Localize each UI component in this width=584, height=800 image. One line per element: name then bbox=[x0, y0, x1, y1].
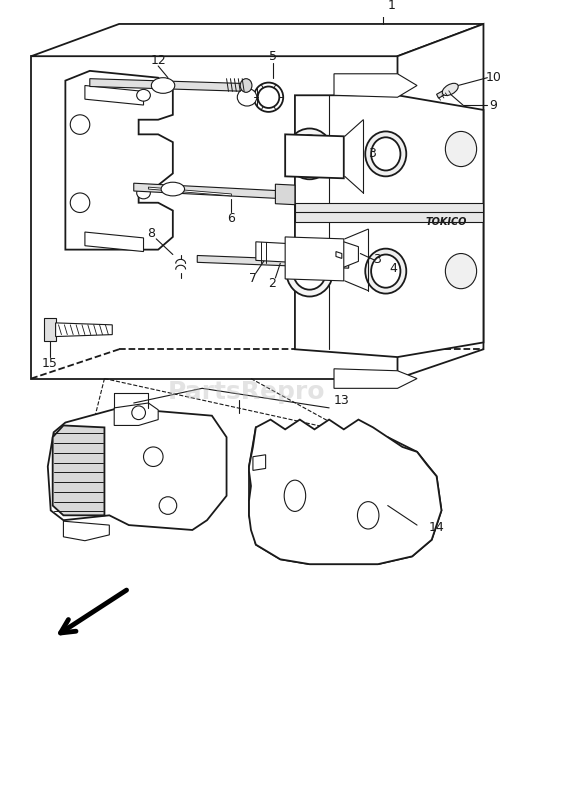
Polygon shape bbox=[85, 232, 144, 251]
Text: 1: 1 bbox=[388, 0, 395, 12]
Circle shape bbox=[70, 115, 90, 134]
Polygon shape bbox=[249, 419, 442, 564]
Polygon shape bbox=[336, 251, 342, 258]
Polygon shape bbox=[53, 426, 105, 515]
Polygon shape bbox=[256, 242, 310, 263]
Text: 13: 13 bbox=[334, 394, 350, 406]
Text: 4: 4 bbox=[390, 262, 398, 274]
Polygon shape bbox=[65, 71, 173, 250]
Polygon shape bbox=[398, 24, 484, 378]
Ellipse shape bbox=[254, 82, 283, 112]
Circle shape bbox=[70, 193, 90, 213]
Ellipse shape bbox=[137, 187, 150, 199]
Text: 8: 8 bbox=[147, 226, 155, 239]
Polygon shape bbox=[295, 202, 484, 222]
Polygon shape bbox=[249, 427, 442, 564]
Ellipse shape bbox=[371, 138, 401, 170]
Text: 14: 14 bbox=[429, 521, 444, 534]
Text: 3: 3 bbox=[368, 147, 376, 160]
Polygon shape bbox=[48, 408, 227, 530]
Ellipse shape bbox=[161, 182, 185, 196]
Polygon shape bbox=[90, 78, 246, 91]
Text: 12: 12 bbox=[150, 54, 166, 66]
Ellipse shape bbox=[442, 83, 458, 95]
Polygon shape bbox=[334, 369, 417, 388]
Circle shape bbox=[159, 497, 177, 514]
Polygon shape bbox=[31, 56, 398, 378]
Ellipse shape bbox=[137, 90, 150, 101]
Ellipse shape bbox=[286, 246, 333, 297]
Ellipse shape bbox=[293, 253, 326, 290]
Polygon shape bbox=[334, 74, 417, 98]
Text: 10: 10 bbox=[485, 71, 501, 84]
Polygon shape bbox=[85, 86, 144, 105]
Polygon shape bbox=[197, 255, 349, 268]
Text: 3: 3 bbox=[373, 253, 381, 266]
Polygon shape bbox=[285, 134, 344, 178]
Polygon shape bbox=[148, 187, 231, 196]
Ellipse shape bbox=[357, 502, 379, 529]
Text: TOKICO: TOKICO bbox=[426, 218, 467, 227]
Polygon shape bbox=[64, 521, 109, 541]
Text: 15: 15 bbox=[42, 358, 58, 370]
Polygon shape bbox=[55, 323, 112, 337]
Polygon shape bbox=[295, 95, 484, 357]
Ellipse shape bbox=[365, 249, 406, 294]
Ellipse shape bbox=[284, 480, 305, 511]
Polygon shape bbox=[134, 183, 285, 199]
Polygon shape bbox=[31, 24, 484, 56]
Polygon shape bbox=[334, 242, 359, 267]
Circle shape bbox=[132, 406, 145, 419]
Ellipse shape bbox=[240, 78, 252, 92]
Polygon shape bbox=[253, 454, 266, 470]
Text: 2: 2 bbox=[269, 278, 276, 290]
Ellipse shape bbox=[371, 254, 401, 288]
Ellipse shape bbox=[446, 254, 477, 289]
Text: 9: 9 bbox=[489, 98, 497, 111]
Ellipse shape bbox=[237, 89, 257, 106]
Circle shape bbox=[144, 447, 163, 466]
Polygon shape bbox=[44, 318, 55, 342]
Ellipse shape bbox=[365, 131, 406, 176]
Polygon shape bbox=[114, 403, 158, 426]
Ellipse shape bbox=[151, 78, 175, 94]
Text: 6: 6 bbox=[228, 212, 235, 225]
Text: 5: 5 bbox=[269, 50, 277, 62]
Ellipse shape bbox=[293, 135, 326, 173]
Text: 7: 7 bbox=[249, 273, 257, 286]
Polygon shape bbox=[276, 184, 295, 205]
Polygon shape bbox=[437, 86, 454, 98]
Text: PartsRepro: PartsRepro bbox=[168, 380, 325, 404]
Ellipse shape bbox=[258, 86, 279, 108]
Ellipse shape bbox=[446, 131, 477, 166]
Polygon shape bbox=[285, 237, 344, 281]
Ellipse shape bbox=[286, 129, 333, 179]
